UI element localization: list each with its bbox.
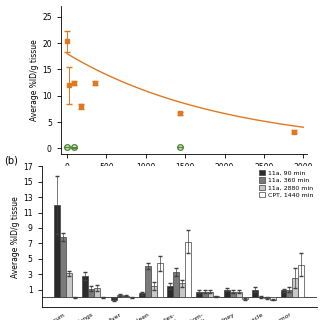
Bar	[179, 283, 185, 297]
Bar	[230, 292, 236, 297]
Bar	[88, 289, 94, 297]
Bar	[111, 297, 117, 300]
Bar	[117, 295, 123, 297]
Bar	[157, 263, 163, 297]
Bar	[94, 288, 100, 297]
Bar	[60, 237, 66, 297]
Bar	[281, 290, 286, 297]
Bar	[145, 266, 151, 297]
Bar	[66, 273, 72, 297]
Bar	[252, 290, 258, 297]
Bar	[207, 292, 213, 297]
Y-axis label: Average %ID/g tissue: Average %ID/g tissue	[30, 39, 39, 121]
Text: (b): (b)	[4, 156, 18, 165]
Bar	[286, 290, 292, 297]
Bar	[224, 290, 230, 297]
Bar	[264, 297, 270, 298]
Y-axis label: Average %ID/g tissue: Average %ID/g tissue	[11, 196, 20, 278]
Bar	[242, 297, 248, 299]
X-axis label: Time (min): Time (min)	[161, 177, 207, 186]
Bar	[213, 296, 220, 297]
Bar	[151, 286, 157, 297]
Bar	[196, 292, 202, 297]
Bar	[298, 265, 304, 297]
Legend: 11a, 90 min, 11a, 360 min, 11a, 2880 min, CPT, 1440 min: 11a, 90 min, 11a, 360 min, 11a, 2880 min…	[258, 170, 314, 198]
Bar	[83, 276, 88, 297]
Bar	[54, 205, 60, 297]
Bar	[173, 272, 179, 297]
Bar	[236, 292, 242, 297]
Bar	[292, 278, 298, 297]
Bar	[270, 297, 276, 300]
Bar	[167, 286, 173, 297]
Bar	[123, 296, 129, 297]
Bar	[185, 242, 191, 297]
Bar	[139, 293, 145, 297]
Bar	[202, 292, 207, 297]
